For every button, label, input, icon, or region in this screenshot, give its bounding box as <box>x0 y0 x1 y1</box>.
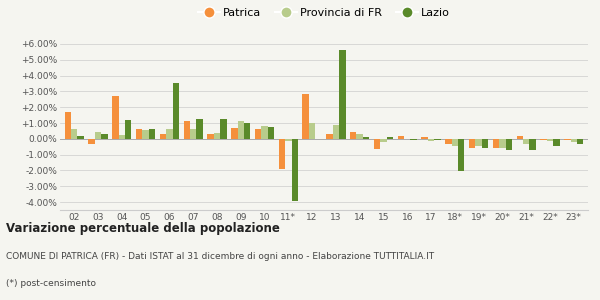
Bar <box>445 139 452 144</box>
Bar <box>292 139 298 200</box>
Bar <box>220 119 227 139</box>
Bar <box>547 139 553 141</box>
Bar <box>469 139 475 148</box>
Bar <box>571 139 577 142</box>
Bar <box>255 129 262 139</box>
Bar <box>119 135 125 139</box>
Bar <box>398 136 404 139</box>
Bar <box>101 134 107 139</box>
Bar <box>268 127 274 139</box>
Bar <box>88 139 95 144</box>
Bar <box>326 134 332 139</box>
Bar <box>95 133 101 139</box>
Bar <box>190 129 196 139</box>
Bar <box>523 139 529 144</box>
Bar <box>285 139 292 141</box>
Bar <box>499 139 506 148</box>
Bar <box>380 139 386 142</box>
Text: COMUNE DI PATRICA (FR) - Dati ISTAT al 31 dicembre di ogni anno - Elaborazione T: COMUNE DI PATRICA (FR) - Dati ISTAT al 3… <box>6 252 434 261</box>
Bar <box>428 139 434 141</box>
Bar <box>142 130 149 139</box>
Bar <box>541 139 547 140</box>
Bar <box>475 139 482 146</box>
Bar <box>493 139 499 148</box>
Bar <box>173 83 179 139</box>
Bar <box>208 134 214 139</box>
Bar <box>363 137 370 139</box>
Bar <box>421 137 428 139</box>
Bar <box>65 112 71 139</box>
Bar <box>160 134 166 139</box>
Bar <box>506 139 512 150</box>
Bar <box>149 129 155 139</box>
Bar <box>262 126 268 139</box>
Bar <box>184 122 190 139</box>
Text: (*) post-censimento: (*) post-censimento <box>6 279 96 288</box>
Bar <box>214 133 220 139</box>
Bar <box>309 123 316 139</box>
Bar <box>112 96 119 139</box>
Bar <box>302 94 309 139</box>
Bar <box>238 122 244 139</box>
Bar <box>577 139 583 144</box>
Bar <box>434 139 440 140</box>
Bar <box>166 128 173 139</box>
Bar <box>77 136 84 139</box>
Bar <box>71 129 77 139</box>
Bar <box>386 137 393 139</box>
Bar <box>410 139 417 140</box>
Bar <box>196 119 203 139</box>
Bar <box>452 139 458 146</box>
Bar <box>231 128 238 139</box>
Bar <box>482 139 488 148</box>
Bar <box>356 134 363 139</box>
Bar <box>125 120 131 139</box>
Bar <box>458 139 464 171</box>
Bar <box>136 129 142 139</box>
Bar <box>332 125 339 139</box>
Text: Variazione percentuale della popolazione: Variazione percentuale della popolazione <box>6 222 280 235</box>
Legend: Patrica, Provincia di FR, Lazio: Patrica, Provincia di FR, Lazio <box>193 3 455 22</box>
Bar <box>553 139 560 146</box>
Bar <box>529 139 536 150</box>
Bar <box>339 50 346 139</box>
Bar <box>564 139 571 140</box>
Bar <box>517 136 523 139</box>
Bar <box>350 132 356 139</box>
Bar <box>374 139 380 149</box>
Bar <box>244 123 250 139</box>
Bar <box>278 139 285 169</box>
